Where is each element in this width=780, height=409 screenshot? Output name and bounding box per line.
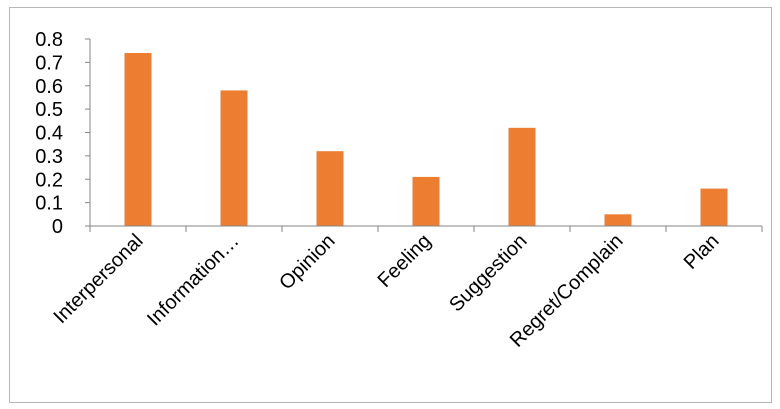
y-tick-label: 0.2 [35, 169, 63, 191]
y-tick-label: 0.6 [35, 76, 63, 98]
bar-regret-complain [604, 214, 632, 226]
x-category-label: Interpersonal [49, 230, 147, 328]
x-category-label: Information… [143, 230, 243, 330]
y-tick-label: 0.5 [35, 99, 63, 121]
y-tick-label: 0.4 [35, 123, 63, 145]
y-tick-label: 0.8 [35, 29, 63, 51]
x-category-label: Plan [680, 230, 724, 274]
x-category-label: Suggestion [445, 230, 531, 316]
x-axis [89, 225, 763, 232]
y-tick-label: 0 [52, 216, 63, 238]
y-tick-label: 0.7 [35, 52, 63, 74]
x-category-label: Feeling [374, 230, 436, 292]
bars [124, 53, 728, 227]
x-category-label: Opinion [275, 230, 339, 294]
bar-feeling [412, 176, 440, 226]
bar-plan [700, 188, 728, 226]
y-axis: 00.10.20.30.40.50.60.70.8 [35, 29, 91, 238]
bar-opinion [316, 151, 344, 226]
bar-information [220, 90, 248, 226]
y-tick-label: 0.3 [35, 146, 63, 168]
bar-interpersonal [124, 53, 152, 227]
y-tick-label: 0.1 [35, 193, 63, 215]
bar-suggestion [508, 127, 536, 226]
